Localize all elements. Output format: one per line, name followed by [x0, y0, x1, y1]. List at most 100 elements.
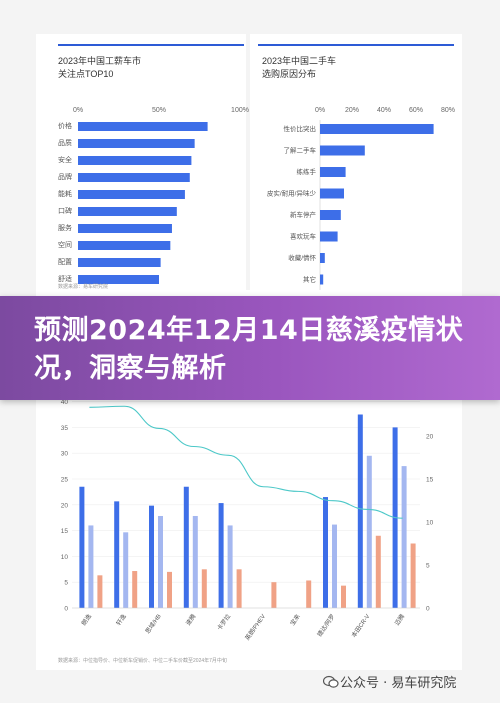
chart3-bar-1: [123, 532, 129, 608]
chart1-bar: [78, 241, 171, 250]
chart1-x-tick: 100%: [231, 107, 249, 114]
chart2-bar: [320, 231, 338, 242]
chart3-category-label: 宝来: [288, 613, 301, 627]
chart3-y-tick-right: 5: [426, 563, 430, 570]
chart3-category-label: 速腾: [184, 613, 197, 627]
chart3-category-label: 思域/HB: [143, 613, 162, 636]
chart3-bar-0: [357, 414, 363, 608]
chart2-x-tick: 0%: [315, 107, 325, 114]
chart3-bar-0: [218, 503, 224, 608]
chart3-bar-0: [79, 486, 85, 608]
chart2-category-label: 喜欢玩车: [290, 232, 317, 241]
chart3-bar-0: [323, 497, 328, 608]
chart2-bar: [320, 188, 344, 199]
chart3-category-label: 轩逸: [114, 613, 127, 627]
chart3-y-tick-left: 40: [61, 399, 69, 406]
chart3-y-tick-right: 15: [426, 477, 434, 484]
chart3-y-tick-left: 15: [61, 528, 69, 535]
chart3-line-series: [89, 405, 403, 519]
chart3-bar-2: [306, 580, 312, 608]
chart3-bar-2: [271, 582, 277, 608]
chart3-bar-1: [192, 515, 198, 608]
chart3-y-tick-left: 10: [61, 554, 69, 561]
chart2-category-label: 新车停产: [290, 210, 317, 219]
chart3-bar-1: [227, 525, 233, 608]
chart3-bar-1: [158, 515, 163, 608]
wechat-icon: [323, 675, 339, 688]
chart3-bar-1: [401, 466, 407, 608]
chart1-bar: [78, 207, 177, 216]
chart1-bar: [78, 139, 195, 148]
chart1-category-label: 舒适: [58, 274, 72, 283]
chart3-category-label: 卡罗拉: [215, 613, 232, 632]
chart1-category-label: 口碑: [58, 206, 72, 215]
chart3-y-tick-right: 20: [426, 434, 434, 441]
chart2-title: 2023年中国二手车 选购原因分布: [262, 56, 337, 79]
chart3-bar-0: [183, 486, 189, 608]
chart2-bar: [320, 167, 346, 177]
chart2-category-label: 收藏/情怀: [288, 253, 316, 262]
chart3-bar-2: [167, 571, 172, 608]
chart1-bar: [78, 258, 161, 267]
chart1-category-label: 配置: [58, 258, 72, 266]
chart3-bar-2: [236, 569, 242, 608]
chart3-bar-2: [97, 575, 103, 608]
title-banner: 预测2024年12月14日慈溪疫情状况，洞察与解析: [0, 296, 500, 400]
chart3-category-label: 本田CR-V: [350, 613, 372, 639]
chart3-bar-2: [341, 585, 346, 608]
chart2-bar: [320, 274, 324, 285]
chart1-category-label: 空间: [58, 240, 72, 249]
chart2-panel: [250, 34, 462, 290]
chart1-bar: [78, 224, 172, 233]
chart2-accent-bar: [258, 44, 454, 46]
chart3-bar-2: [201, 569, 207, 608]
chart3-bar-0: [149, 505, 154, 608]
chart3-category-label: 英朗/PHEV: [243, 613, 267, 642]
chart1-category-label: 价格: [58, 121, 72, 130]
chart3-bar-2: [132, 571, 138, 608]
chart2-category-label: 了解二手车: [284, 146, 317, 155]
banner-title: 预测2024年12月14日慈溪疫情状况，洞察与解析: [34, 315, 464, 384]
chart2-category-label: 皮实/耐用/异味少: [267, 189, 317, 198]
chart3-y-tick-left: 5: [64, 580, 68, 587]
chart3-category-label: 捷达/阿罗: [315, 613, 336, 639]
chart2-x-tick: 80%: [441, 107, 455, 114]
chart1-bar: [78, 190, 185, 199]
chart1-category-label: 品牌: [58, 172, 72, 181]
chart2-x-tick: 40%: [377, 107, 391, 114]
chart1-bar: [78, 122, 208, 131]
chart1-category-label: 服务: [58, 223, 72, 232]
chart3-footnote: 数据来源：中位指导价、中位新车促销价、中位二手车价截至2024年7月中旬: [58, 657, 227, 664]
chart1-accent-bar: [58, 44, 244, 46]
chart1-x-tick: 0%: [73, 107, 83, 114]
chart3-bar-1: [366, 455, 372, 608]
chart2-category-label: 练练手: [297, 167, 317, 176]
chart3-y-tick-left: 30: [61, 451, 69, 458]
chart3-category-label: 朗逸: [80, 613, 93, 627]
chart2-bar: [320, 253, 325, 263]
chart3-y-tick-left: 35: [61, 425, 69, 432]
chart2-bar: [320, 124, 434, 134]
chart2-category-label: 性价比突出: [284, 124, 317, 133]
chart2-svg: 0% 20% 40% 60% 80% 性价比突出了解二手车练练手皮实/耐用/异味少新车停产…: [267, 107, 455, 292]
chart2-bar: [320, 145, 365, 156]
watermark-text: 公众号 · 易车研究院: [340, 676, 457, 691]
chart1-title: 2023年中国工薪车市 关注点TOP10: [58, 56, 142, 79]
chart1-x-tick: 50%: [152, 107, 166, 114]
chart1-category-label: 安全: [58, 155, 72, 164]
chart1-footnote: 数据来源：易车研究院: [58, 283, 108, 290]
chart3-y-tick-left: 25: [61, 477, 69, 484]
chart1-bar: [78, 156, 192, 165]
chart3-bar-1: [88, 525, 94, 608]
chart1-bar: [78, 275, 159, 284]
chart2-bar: [320, 210, 341, 220]
chart2-category-label: 其它: [303, 275, 316, 284]
chart3-bar-2: [410, 543, 416, 608]
chart3-y-tick-right: 10: [426, 520, 434, 527]
chart2-x-tick: 20%: [345, 107, 359, 114]
chart1-category-label: 品质: [58, 138, 72, 147]
chart3-category-label: 迈腾: [393, 613, 406, 627]
chart3-bar-1: [332, 524, 337, 608]
chart1-bar: [78, 173, 190, 182]
